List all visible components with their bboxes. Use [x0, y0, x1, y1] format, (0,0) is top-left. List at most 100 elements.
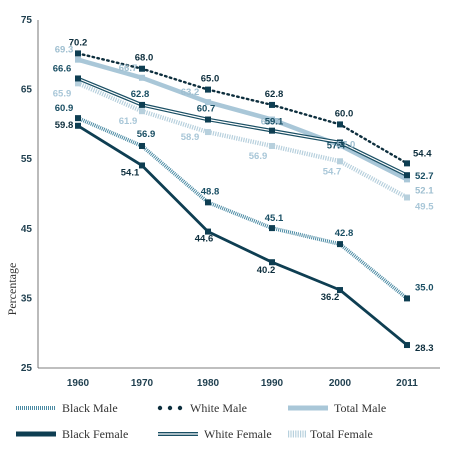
data-point — [337, 287, 343, 294]
data-label: 62.8 — [131, 89, 150, 100]
legend-label: Black Female — [62, 427, 128, 441]
x-tick-label: 2000 — [329, 378, 352, 389]
series-line — [77, 81, 409, 200]
y-tick-label: 65 — [21, 85, 33, 96]
legend-item-total-male: Total Male — [288, 401, 386, 415]
legend-label: Total Male — [334, 401, 386, 415]
data-label: 49.5 — [415, 201, 434, 212]
legend-label: Total Female — [310, 427, 373, 441]
data-point — [404, 160, 410, 167]
data-point — [269, 127, 275, 134]
legend-item-white-male: White Male — [157, 401, 247, 415]
y-tick-label: 75 — [21, 15, 33, 26]
x-tick-label: 1960 — [67, 378, 90, 389]
series-white-female — [75, 75, 410, 179]
series-line — [77, 57, 409, 182]
data-label: 57.4 — [327, 140, 346, 151]
data-label: 60.0 — [335, 108, 354, 119]
data-point — [269, 259, 275, 266]
series-line — [77, 124, 408, 347]
data-point — [75, 50, 81, 57]
data-label: 69.3 — [55, 45, 74, 56]
data-point — [139, 65, 145, 72]
data-point — [337, 241, 343, 248]
y-tick-label: 25 — [21, 363, 33, 374]
data-label: 66.6 — [53, 63, 72, 74]
legend-item-white-female: White Female — [158, 427, 272, 441]
data-point — [404, 176, 410, 183]
data-label: 56.9 — [249, 151, 268, 162]
data-point — [75, 56, 81, 63]
data-point — [269, 101, 275, 108]
data-point — [269, 225, 275, 232]
data-label: 60.7 — [261, 117, 280, 128]
data-label: 60.9 — [55, 103, 74, 114]
data-label: 68.0 — [135, 53, 154, 64]
data-label: 62.8 — [265, 89, 284, 100]
series-black-female — [75, 122, 410, 349]
data-point — [139, 101, 145, 108]
legend-swatch-dot — [157, 405, 163, 411]
data-label: 42.8 — [335, 228, 354, 239]
data-labels: 60.9 56.9 48.8 45.1 42.8 35.0 70.2 68.0 65.0 62.8… — [53, 37, 434, 354]
x-tick-label: 1980 — [197, 378, 220, 389]
data-point — [205, 228, 211, 235]
y-tick-label: 45 — [21, 224, 33, 235]
legend-swatch-dot — [177, 405, 183, 411]
data-label: 65.0 — [201, 74, 220, 85]
legend-item-black-male: Black Male — [16, 401, 118, 415]
data-point — [75, 122, 81, 129]
data-label: 56.9 — [137, 129, 156, 140]
data-point — [205, 199, 211, 206]
y-tick-label: 35 — [21, 293, 33, 304]
data-point — [75, 115, 81, 122]
data-point — [75, 75, 81, 82]
series-line — [76, 52, 409, 165]
data-point — [337, 158, 343, 165]
series-line-inner — [77, 77, 408, 176]
legend-label: White Male — [190, 401, 247, 415]
data-label: 59.1 — [265, 117, 284, 128]
data-label: 48.8 — [201, 186, 220, 197]
data-label: 52.7 — [415, 171, 434, 182]
data-label: 36.2 — [321, 292, 340, 303]
data-label: 60.7 — [197, 104, 216, 115]
data-point — [205, 86, 211, 93]
data-label: 58.9 — [181, 132, 200, 143]
data-label: 52.1 — [415, 185, 434, 196]
data-label: 28.3 — [415, 343, 434, 354]
chart-series — [75, 50, 410, 349]
data-point — [205, 129, 211, 136]
data-label: 54.4 — [413, 148, 432, 159]
x-tick-label: 1970 — [131, 378, 154, 389]
series-line — [77, 116, 409, 300]
data-label: 65.9 — [53, 88, 72, 99]
legend-label: Black Male — [62, 401, 118, 415]
data-point — [337, 121, 343, 128]
chart-axes: 25 35 45 55 65 75 1960 1970 1980 1990 2000 2011 Perc… — [5, 15, 440, 389]
data-point — [337, 139, 343, 146]
data-point — [269, 116, 275, 123]
data-label: 70.2 — [69, 37, 88, 48]
data-label: 54.1 — [121, 167, 140, 178]
data-point — [139, 162, 145, 169]
legend-item-black-female: Black Female — [16, 427, 128, 441]
data-point — [404, 194, 410, 201]
data-label: 54.7 — [323, 166, 342, 177]
data-label: 61.9 — [119, 116, 138, 127]
series-white-male — [75, 50, 410, 167]
y-axis-label: Percentage — [5, 263, 19, 316]
data-point — [205, 116, 211, 123]
series-black-male — [75, 115, 410, 302]
x-tick-label: 1990 — [261, 378, 284, 389]
data-label: 59.8 — [55, 120, 74, 131]
data-label: 66.7 — [119, 63, 138, 74]
data-point — [404, 342, 410, 349]
data-point — [139, 142, 145, 149]
data-point — [404, 295, 410, 302]
legend-swatch-dot — [167, 405, 173, 411]
legend-label: White Female — [204, 427, 272, 441]
data-label: 63.2 — [181, 87, 200, 98]
data-point — [139, 74, 145, 81]
